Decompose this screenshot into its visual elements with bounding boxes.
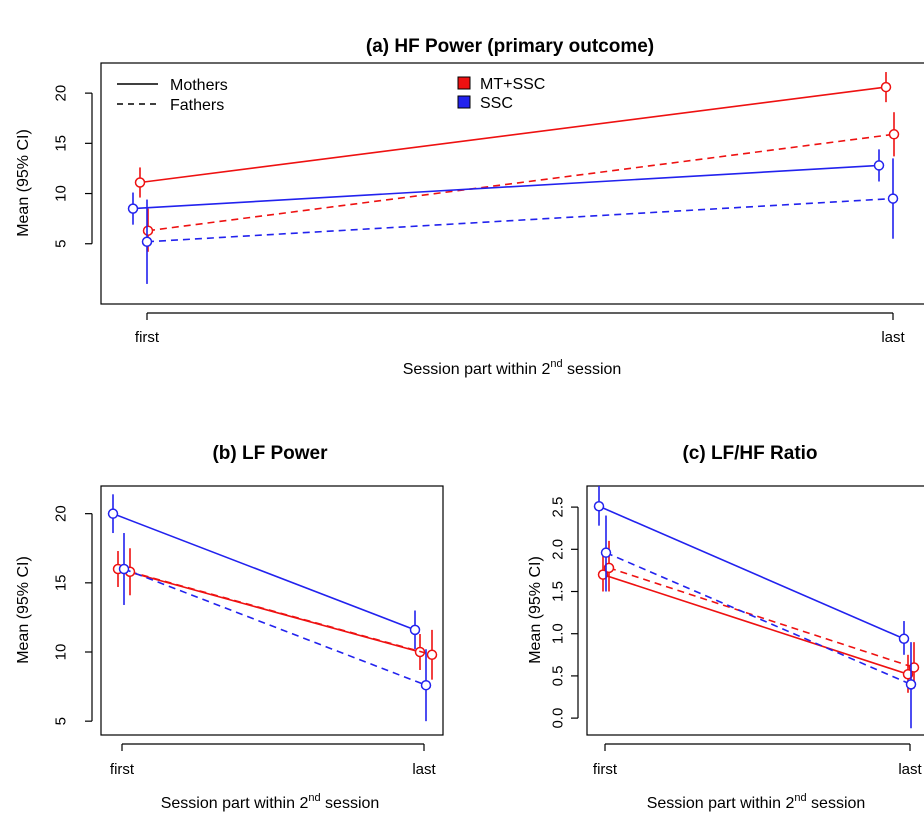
legend-ssc-label: SSC — [480, 95, 513, 112]
data-point — [887, 193, 899, 204]
y-axis-label: Mean (95% CI) — [15, 556, 32, 664]
series-line — [132, 164, 880, 210]
legend-mt-ssc-label: MT+SSC — [480, 76, 545, 93]
data-point — [873, 160, 885, 171]
legend-mt-ssc-swatch — [457, 76, 471, 90]
data-point — [141, 236, 153, 247]
legend: Mothers Fathers MT+SSC SSC — [117, 76, 545, 114]
series-line — [123, 568, 427, 686]
y-tick-label: 1.0 — [549, 623, 566, 644]
panel-lf-power: (b) LF Power Mean (95% CI) Session part … — [15, 443, 444, 812]
panel-title: (a) HF Power (primary outcome) — [366, 36, 654, 57]
data-point — [134, 177, 146, 188]
data-point — [142, 225, 154, 236]
chart-marks: 0.0 0.5 1.0 1.5 2.0 2.5 first last — [549, 486, 923, 778]
series-line — [139, 86, 887, 184]
y-tick-label: 20 — [52, 505, 69, 522]
y-tick-label: 15 — [52, 135, 69, 152]
data-point — [107, 508, 119, 519]
data-point — [409, 624, 421, 636]
panel-hf-power: (a) HF Power (primary outcome) Mean (95%… — [15, 36, 924, 378]
x-tick-label: first — [135, 329, 160, 346]
y-tick-label: 0.5 — [549, 665, 566, 686]
data-point — [905, 679, 917, 690]
plot-frame — [100, 485, 444, 736]
x-tick-label: first — [593, 761, 618, 778]
y-tick-label: 2.5 — [549, 497, 566, 518]
data-point — [127, 203, 139, 214]
series-line — [605, 551, 912, 686]
y-tick-label: 2.0 — [549, 539, 566, 560]
data-point — [420, 679, 432, 691]
x-axis-label: Session part within 2nd session — [403, 358, 622, 378]
panel-title: (c) LF/HF Ratio — [682, 443, 817, 464]
data-point — [426, 649, 438, 661]
series-line — [129, 570, 433, 656]
chart-marks: 5 10 15 20 first last — [52, 494, 438, 778]
series-line — [146, 197, 894, 243]
legend-ssc-swatch — [457, 95, 471, 109]
data-point — [600, 547, 612, 558]
plot-frame — [586, 485, 924, 736]
y-tick-label: 15 — [52, 574, 69, 591]
data-point — [898, 633, 910, 645]
x-tick-label: last — [412, 761, 436, 778]
panel-title: (b) LF Power — [212, 443, 328, 464]
series-line — [602, 573, 909, 675]
y-axis-label: Mean (95% CI) — [527, 556, 544, 664]
data-point — [593, 501, 605, 512]
y-tick-label: 5 — [52, 240, 69, 248]
series-line — [112, 512, 416, 631]
y-tick-label: 10 — [52, 185, 69, 202]
series-line — [147, 133, 895, 232]
series-line — [608, 567, 915, 669]
plot-frame — [100, 62, 924, 305]
x-tick-label: last — [881, 329, 905, 346]
data-point — [118, 563, 130, 575]
y-axis-label: Mean (95% CI) — [15, 129, 32, 237]
y-tick-label: 5 — [52, 717, 69, 725]
chart-marks: 5 10 15 20 first last — [52, 72, 906, 346]
x-tick-label: last — [898, 761, 922, 778]
y-tick-label: 1.5 — [549, 581, 566, 602]
y-tick-label: 10 — [52, 644, 69, 661]
data-point — [888, 129, 900, 140]
y-tick-label: 0.0 — [549, 708, 566, 729]
y-tick-label: 20 — [52, 85, 69, 102]
x-axis-label: Session part within 2nd session — [161, 792, 380, 812]
x-tick-label: first — [110, 761, 135, 778]
panel-lf-hf-ratio: (c) LF/HF Ratio Mean (95% CI) Session pa… — [527, 443, 924, 812]
data-point — [880, 81, 892, 93]
x-axis-label: Session part within 2nd session — [647, 792, 866, 812]
series-line — [598, 505, 905, 640]
legend-mothers-label: Mothers — [170, 77, 228, 94]
legend-fathers-label: Fathers — [170, 97, 224, 114]
